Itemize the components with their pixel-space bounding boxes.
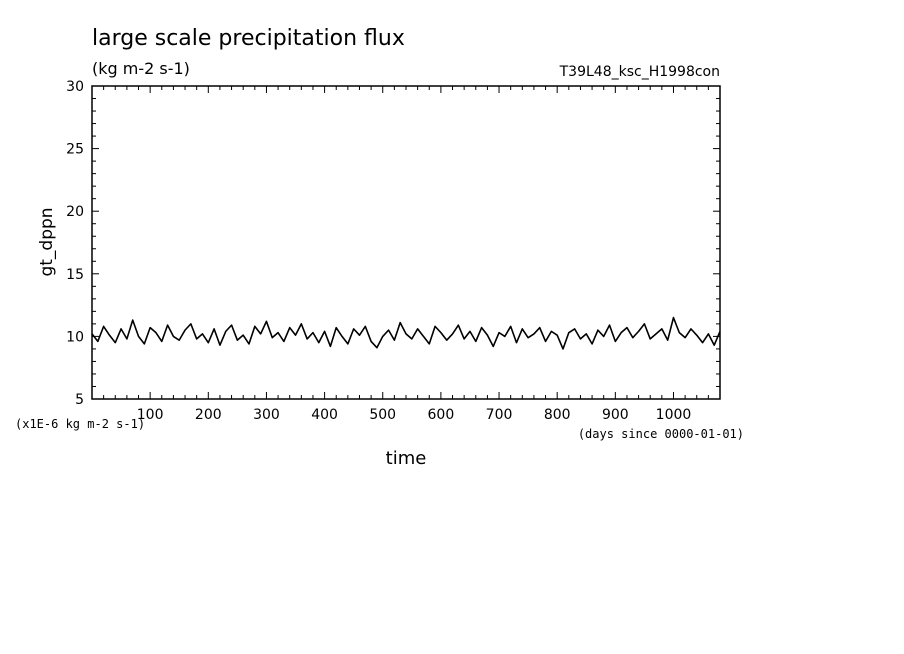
x-tick-label: 1000 — [656, 407, 692, 423]
y-tick-label: 25 — [66, 142, 84, 158]
y-tick-label: 20 — [66, 204, 84, 220]
y-scale-note: (x1E-6 kg m-2 s-1) — [15, 417, 145, 431]
x-unit-note: (days since 0000-01-01) — [578, 427, 744, 441]
x-tick-label: 200 — [195, 407, 222, 423]
y-tick-label: 30 — [66, 79, 84, 95]
series-line — [91, 316, 721, 350]
y-tick-label: 10 — [66, 329, 84, 345]
x-axis-label: time — [386, 448, 427, 469]
y-axis-label: gt_dppn — [37, 207, 57, 276]
y-tick-label: 5 — [75, 392, 84, 408]
x-tick-label: 400 — [311, 407, 338, 423]
run-label: T39L48_ksc_H1998con — [559, 64, 720, 80]
x-tick-label: 500 — [369, 407, 396, 423]
x-tick-label: 300 — [253, 407, 280, 423]
plot-frame — [91, 85, 721, 400]
tick-labels: 100 200 300 400 500 600 700 800 900 1000 5 10 15 20 25… — [66, 79, 691, 423]
chart-title: large scale precipitation flux — [92, 26, 405, 51]
x-tick-label: 800 — [544, 407, 571, 423]
x-tick-label: 900 — [602, 407, 629, 423]
x-tick-label: 700 — [486, 407, 513, 423]
chart-subtitle: (kg m-2 s-1) — [92, 59, 190, 78]
x-tick-label: 600 — [428, 407, 455, 423]
y-tick-label: 15 — [66, 267, 84, 283]
x-tick-label: 100 — [137, 407, 164, 423]
axis-ticks — [91, 85, 721, 400]
